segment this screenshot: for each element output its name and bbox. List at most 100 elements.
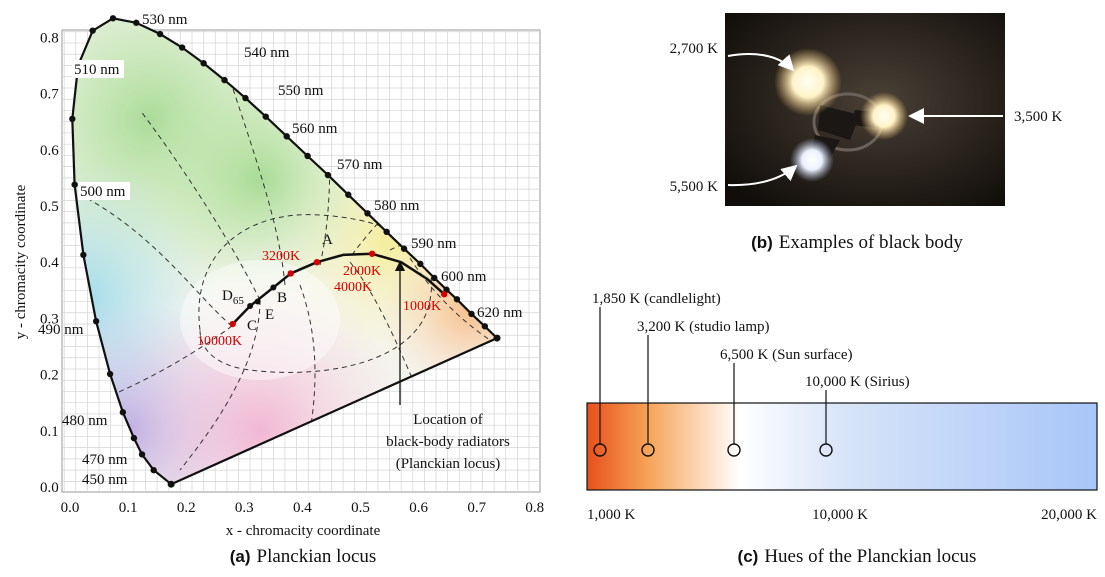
wavelength-label: 580 nm (374, 198, 420, 214)
wavelength-label: 450 nm (82, 472, 128, 488)
marker-label: 1,850 K (candlelight) (592, 291, 721, 307)
point-dot (270, 284, 276, 290)
wavelength-label: 470 nm (82, 452, 128, 468)
wavelength-dot (482, 323, 488, 329)
y-tick-label: 0.6 (40, 143, 59, 159)
x-tick-label: 0.0 (61, 500, 80, 516)
panel-c: 1,850 K (candlelight) 3,200 K (studio lam… (587, 291, 1097, 567)
white-center (180, 260, 340, 380)
subscript: 65 (233, 295, 245, 307)
x-axis-label: x - chromacity coordinate (226, 523, 381, 539)
temperature-label: 4000K (334, 280, 372, 295)
point-letter: D (222, 288, 233, 304)
x-tick-label: 0.8 (525, 500, 544, 516)
wavelength-dot (304, 153, 310, 159)
y-tick-label: 0.2 (40, 368, 59, 384)
x-tick-label: 0.1 (119, 500, 138, 516)
wavelength-dot (120, 409, 126, 415)
x-tick-label: 0.3 (235, 500, 254, 516)
point-label: B (277, 290, 287, 306)
wavelength-dot (150, 467, 156, 473)
temperature-dot (369, 251, 375, 257)
wavelength-label: 510 nm (74, 62, 120, 78)
point-dot (255, 299, 261, 305)
wavelength-label: 530 nm (142, 12, 188, 28)
point-label: A (322, 232, 333, 248)
marker-label: 3,200 K (studio lamp) (637, 319, 770, 335)
axis-label: 1,000 K (587, 507, 636, 523)
y-tick-label: 0.5 (40, 199, 59, 215)
bulb-glow (774, 48, 842, 116)
caption-tag: (a) (230, 547, 251, 566)
temperature-dot (288, 270, 294, 276)
temperature-label: 10000K (197, 334, 242, 349)
wavelength-dot (71, 181, 77, 187)
point-label: E (265, 307, 274, 323)
y-tick-label: 0.7 (40, 87, 59, 103)
annotation: black-body radiators (386, 434, 510, 450)
x-tick-label: 0.7 (467, 500, 486, 516)
wavelength-label: 600 nm (441, 269, 487, 285)
wavelength-label: 620 nm (477, 305, 523, 321)
marker-label: 6,500 K (Sun surface) (720, 347, 852, 363)
wavelength-label: 500 nm (80, 184, 126, 200)
x-tick-label: 0.5 (351, 500, 370, 516)
caption: (a) Planckian locus (230, 546, 377, 567)
wavelength-dot (325, 172, 331, 178)
temperature-dot (314, 259, 320, 265)
panel-b: 2,700 K3,500 K5,500 K(b)Examples of blac… (670, 13, 1063, 253)
temperature-label: 3200K (262, 249, 300, 264)
wavelength-dot (89, 27, 95, 33)
wavelength-dot (242, 95, 248, 101)
temperature-dot (229, 321, 235, 327)
caption-text: Hues of the Planckian locus (764, 546, 976, 567)
caption: (c)Hues of the Planckian locus (738, 546, 977, 567)
annotation: Location of (413, 412, 483, 428)
wavelength-dot (200, 60, 206, 66)
wavelength-dot (221, 77, 227, 83)
caption: (b)Examples of black body (751, 232, 963, 253)
axis-label: 10,000 K (812, 507, 868, 523)
wavelength-dot (263, 113, 269, 119)
wavelength-dot (80, 252, 86, 258)
temperature-label: 2000K (343, 264, 381, 279)
bulb-glow (790, 138, 834, 182)
y-tick-label: 0.0 (40, 480, 59, 496)
y-tick-label: 0.8 (40, 30, 59, 46)
temperature-label: 2,700 K (670, 41, 719, 57)
y-axis-label: y - chromacity coordinate (13, 184, 29, 339)
point-label: C (247, 318, 257, 334)
wavelength-dot (383, 229, 389, 235)
caption-text: Examples of black body (779, 232, 964, 253)
wavelength-dot (179, 44, 185, 50)
x-tick-label: 0.2 (177, 500, 196, 516)
wavelength-label: 480 nm (62, 413, 108, 429)
wavelength-dot (364, 210, 370, 216)
caption-text: Planckian locus (257, 546, 377, 567)
wavelength-dot (345, 192, 351, 198)
wavelength-dot (133, 20, 139, 26)
wavelength-dot (284, 133, 290, 139)
wavelength-dot (417, 261, 423, 267)
wavelength-dot (69, 116, 75, 122)
wavelength-dot (93, 318, 99, 324)
wavelength-dot (157, 31, 163, 37)
axis-label: 20,000 K (1041, 507, 1097, 523)
hue-bar (587, 403, 1097, 490)
annotation: (Planckian locus) (396, 456, 501, 472)
figure: 0.00.10.20.30.40.50.60.70.80.00.10.20.30… (0, 0, 1105, 577)
point-dot (247, 303, 253, 309)
wavelength-dot (454, 296, 460, 302)
wavelength-dot (431, 275, 437, 281)
wavelength-dot (131, 435, 137, 441)
wavelength-label: 540 nm (244, 45, 290, 61)
x-tick-label: 0.6 (409, 500, 428, 516)
y-tick-label: 0.1 (40, 424, 59, 440)
temperature-label: 3,500 K (1014, 109, 1063, 125)
wavelength-dot (107, 371, 113, 377)
wavelength-label: 560 nm (292, 121, 338, 137)
temperature-label: 1000K (403, 299, 441, 314)
wavelength-dot (139, 451, 145, 457)
wavelength-label: 490 nm (38, 322, 84, 338)
wavelength-dot (401, 246, 407, 252)
